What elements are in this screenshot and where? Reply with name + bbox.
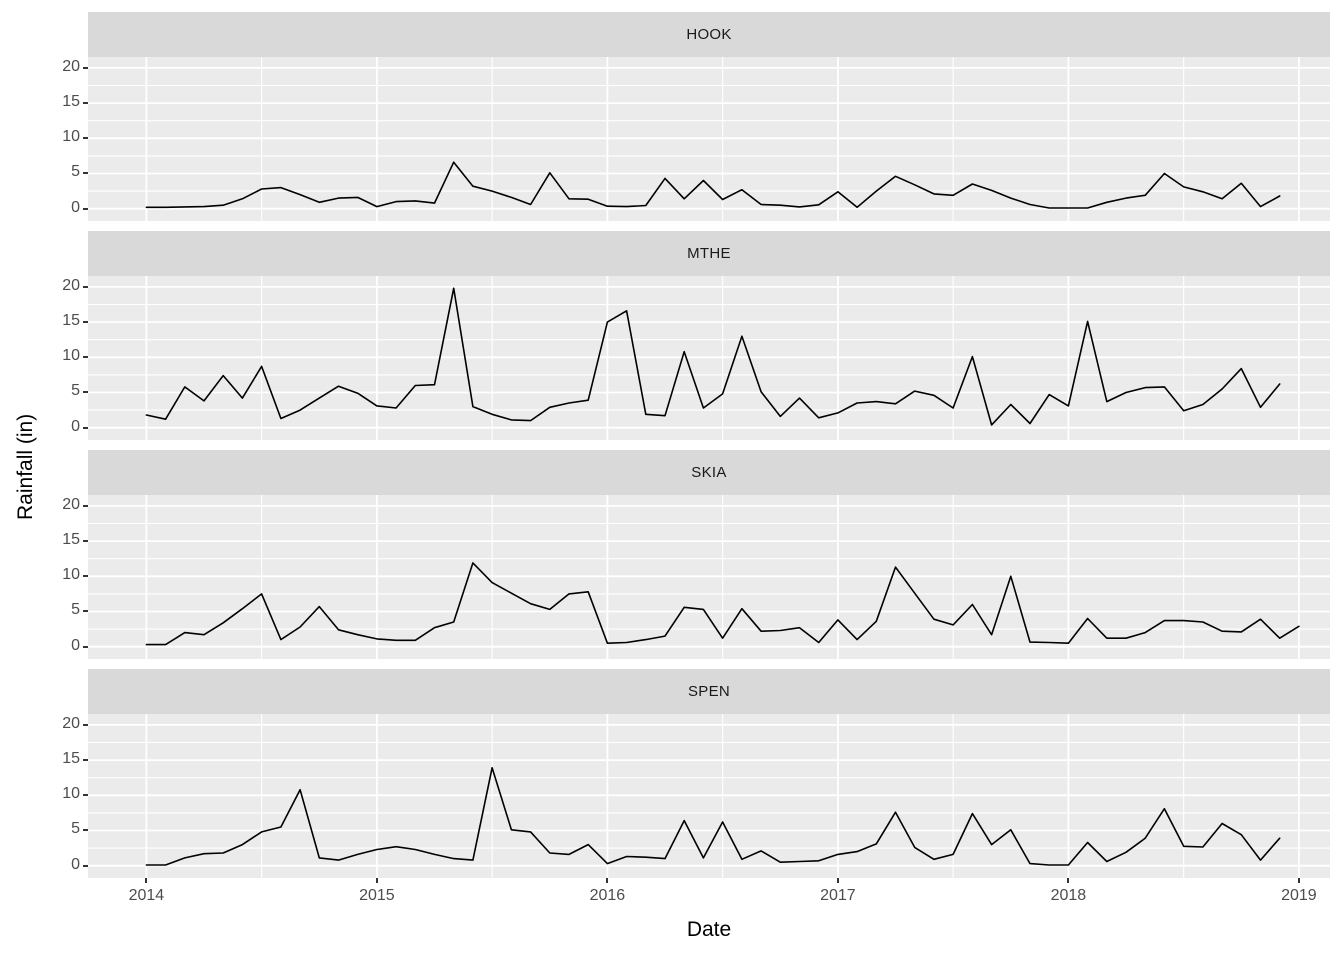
y-tick-label: 20	[62, 714, 80, 732]
y-tick-mark	[83, 66, 88, 69]
y-tick-label: 20	[62, 57, 80, 75]
facet-strip-skia: SKIA	[88, 450, 1330, 495]
x-tick-label: 2019	[1281, 887, 1317, 904]
y-tick-label: 20	[62, 495, 80, 513]
x-axis-title: Date	[686, 918, 732, 941]
y-tick-label: 0	[71, 198, 80, 216]
x-tick-mark	[606, 878, 609, 883]
y-axis-title: Rainfall (in)	[14, 413, 37, 520]
y-tick-label: 5	[71, 601, 80, 619]
facet-strip-mthe: MTHE	[88, 231, 1330, 276]
y-tick-label: 5	[71, 820, 80, 838]
x-tick-label: 2015	[359, 887, 395, 904]
y-tick-label: 10	[62, 785, 80, 803]
y-tick-mark	[83, 829, 88, 832]
y-tick-label: 10	[62, 128, 80, 146]
y-tick-mark	[83, 504, 88, 507]
rainfall-line-mthe	[145, 287, 1281, 426]
facet-strip-label: MTHE	[687, 245, 731, 262]
y-tick-label: 0	[71, 417, 80, 435]
y-tick-mark	[83, 137, 88, 140]
x-tick-mark	[145, 878, 148, 883]
facet-panel-hook	[88, 57, 1330, 221]
x-tick-label: 2014	[128, 887, 165, 904]
y-tick-mark	[83, 794, 88, 797]
y-tick-mark	[83, 172, 88, 175]
y-tick-label: 15	[62, 750, 80, 768]
y-tick-label: 20	[62, 276, 80, 294]
y-tick-mark	[83, 575, 88, 578]
facet-strip-spen: SPEN	[88, 669, 1330, 714]
y-tick-mark	[83, 610, 88, 613]
y-tick-label: 10	[62, 566, 80, 584]
rainfall-line-skia	[145, 562, 1300, 646]
y-tick-mark	[83, 356, 88, 359]
y-tick-mark	[83, 321, 88, 324]
y-tick-label: 0	[71, 636, 80, 654]
x-tick-mark	[1297, 878, 1300, 883]
y-tick-label: 15	[62, 93, 80, 111]
y-tick-mark	[83, 207, 88, 210]
facet-panel-skia	[88, 495, 1330, 659]
x-tick-label: 2018	[1050, 887, 1087, 904]
y-tick-mark	[83, 723, 88, 726]
x-tick-label: 2017	[820, 887, 856, 904]
y-tick-mark	[83, 285, 88, 288]
facet-strip-label: SKIA	[691, 464, 727, 481]
facet-strip-label: SPEN	[687, 683, 731, 700]
y-tick-mark	[83, 426, 88, 429]
y-tick-label: 5	[71, 163, 80, 181]
facet-panel-mthe	[88, 276, 1330, 440]
y-tick-label: 15	[62, 531, 80, 549]
y-tick-mark	[83, 391, 88, 394]
y-tick-label: 10	[62, 347, 80, 365]
y-tick-mark	[83, 759, 88, 762]
facet-strip-label: HOOK	[686, 26, 732, 43]
x-tick-mark	[836, 878, 839, 883]
y-tick-mark	[83, 864, 88, 867]
y-tick-label: 15	[62, 312, 80, 330]
x-tick-mark	[1067, 878, 1070, 883]
y-tick-label: 0	[71, 855, 80, 873]
rainfall-line-hook	[145, 161, 1281, 209]
y-tick-label: 5	[71, 382, 80, 400]
x-tick-mark	[375, 878, 378, 883]
facet-panel-spen	[88, 714, 1330, 878]
y-tick-mark	[83, 645, 88, 648]
facet-strip-hook: HOOK	[88, 12, 1330, 57]
y-tick-mark	[83, 540, 88, 543]
x-tick-label: 2016	[589, 887, 626, 904]
rainfall-line-spen	[145, 766, 1281, 866]
y-tick-mark	[83, 102, 88, 105]
